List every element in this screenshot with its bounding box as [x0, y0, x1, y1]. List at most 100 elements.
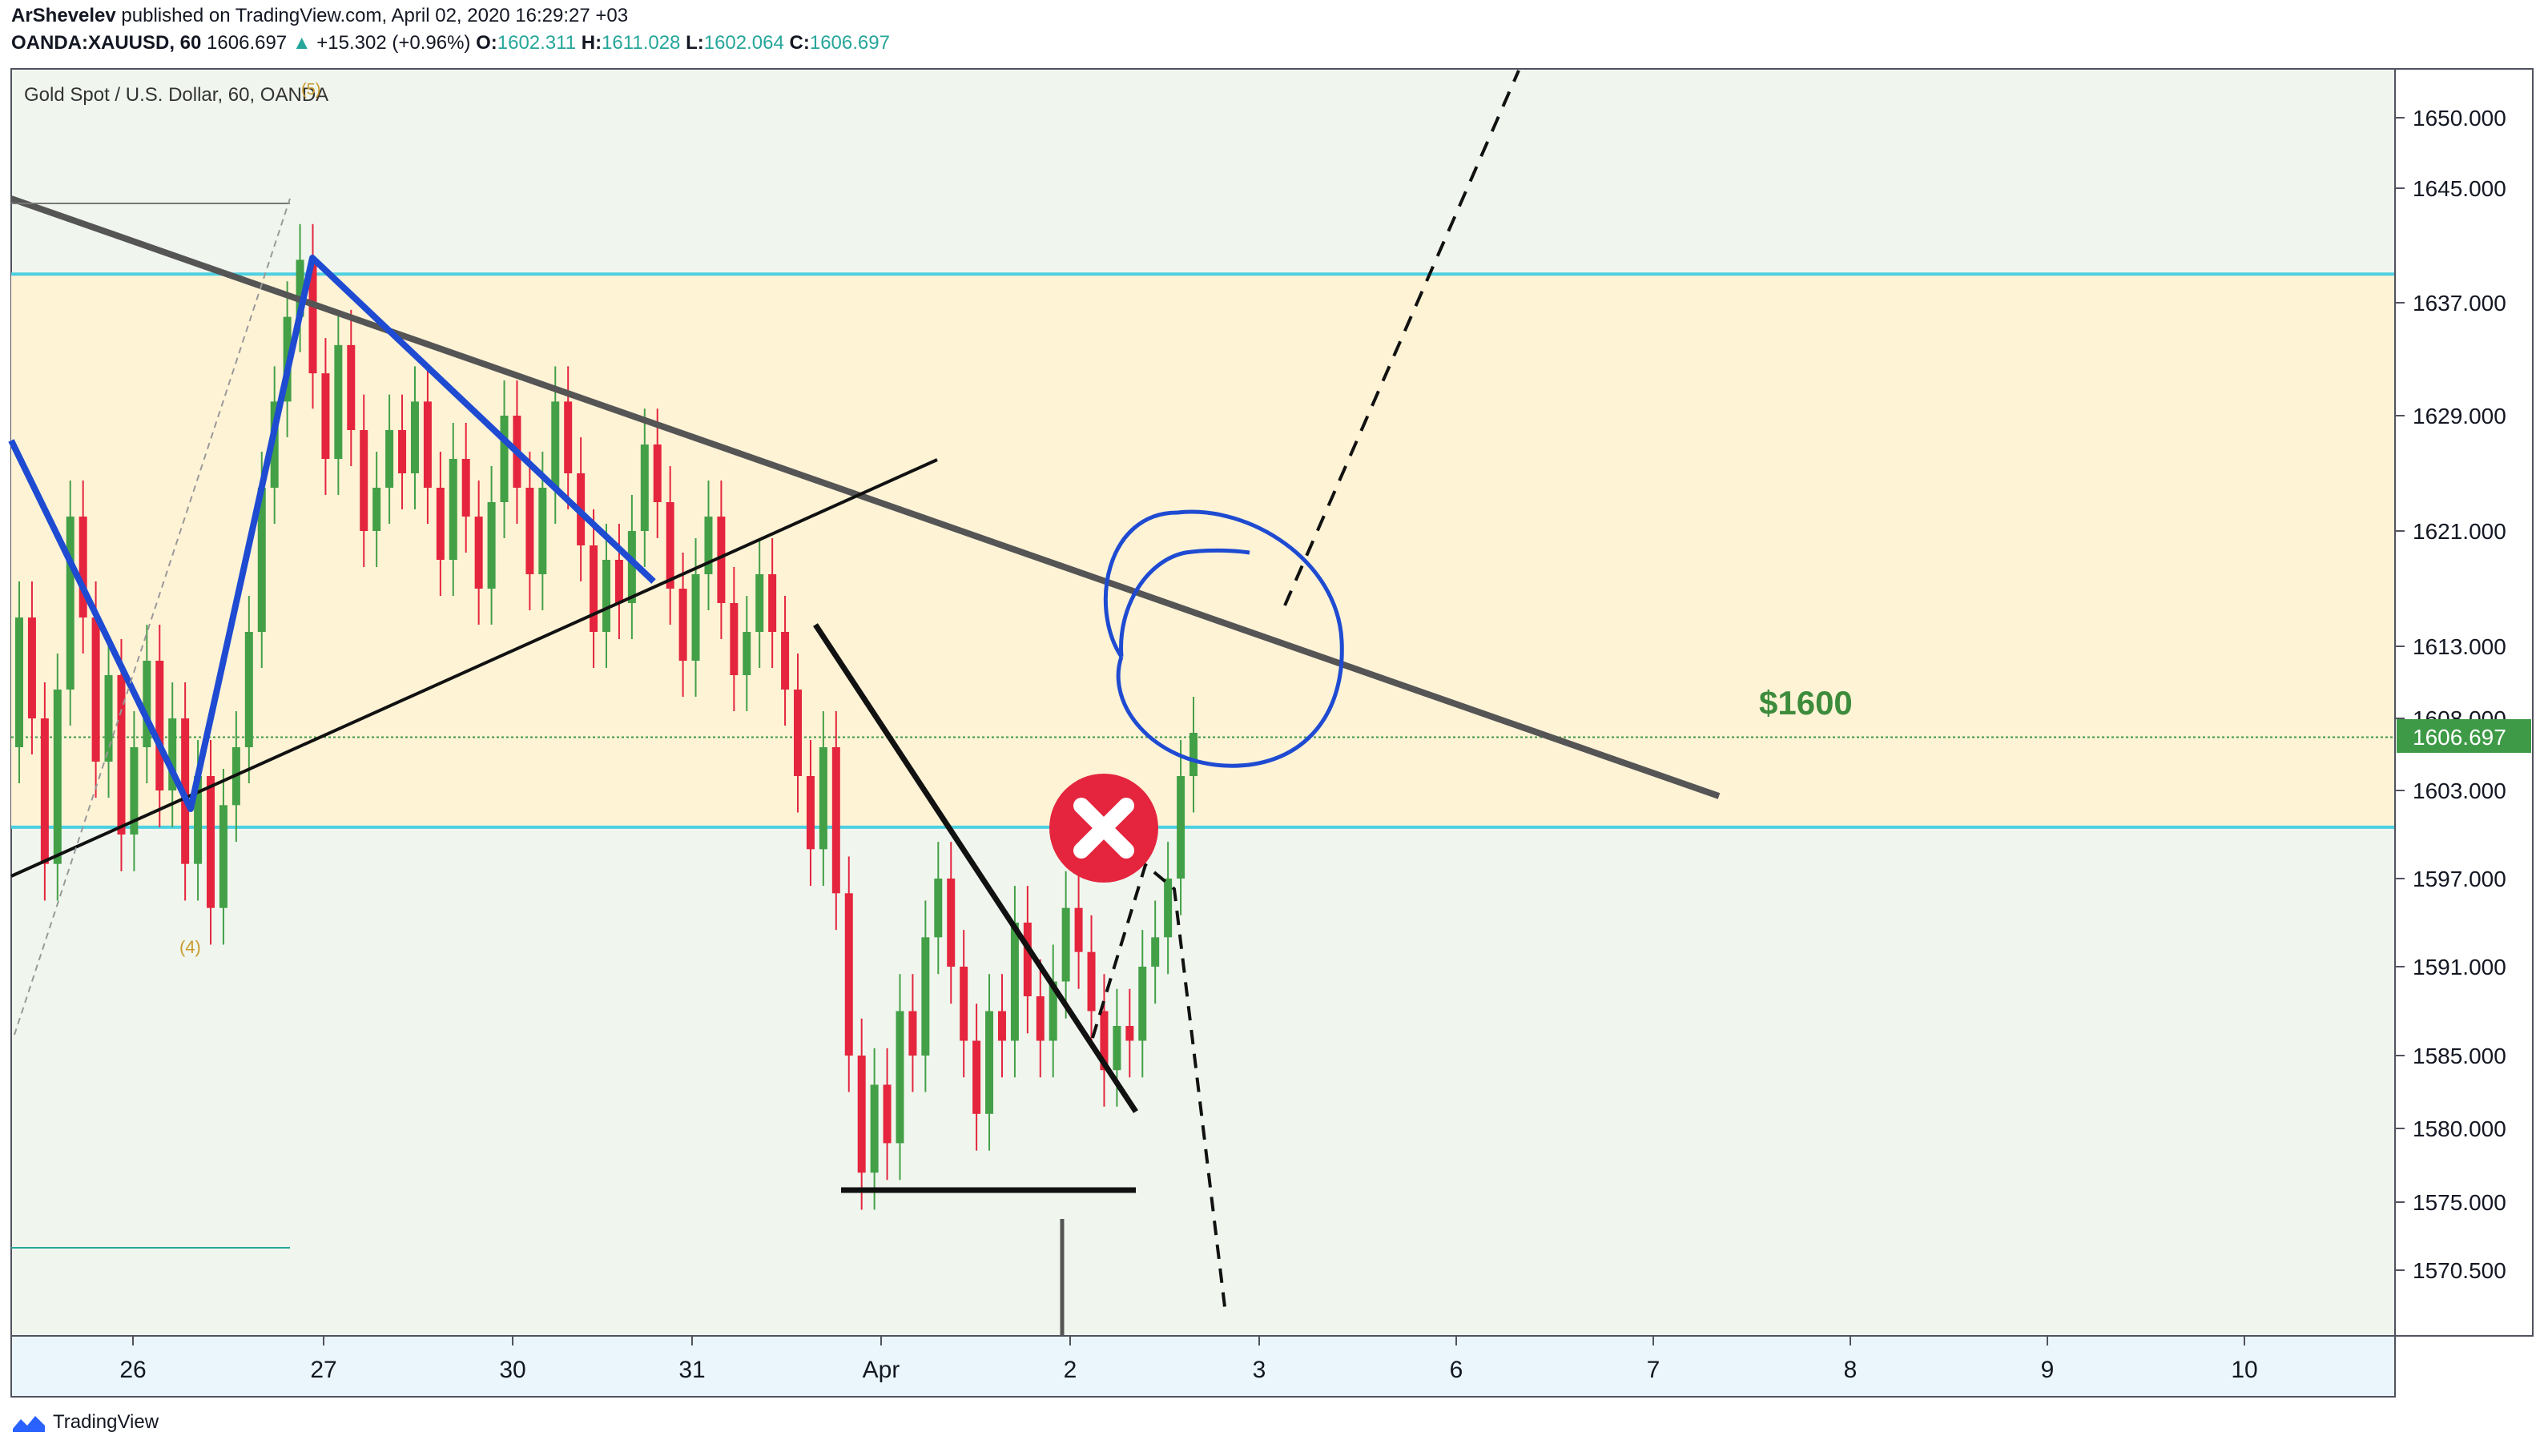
candle-body	[525, 488, 534, 574]
price-tick-label: 1645.000	[2413, 176, 2506, 201]
candle-body	[1087, 951, 1096, 1012]
candle-body	[1100, 1011, 1109, 1071]
falling-wedge-line	[813, 623, 1138, 1113]
time-axis[interactable]	[10, 1335, 2396, 1398]
time-tick-label: 2	[1064, 1357, 1077, 1383]
candle-body	[934, 879, 943, 938]
candle-body	[653, 444, 662, 502]
candle-body	[704, 517, 713, 574]
candle-body	[614, 560, 623, 603]
candle-body	[155, 661, 164, 790]
candle-body	[627, 531, 636, 603]
candle-body	[1061, 907, 1070, 982]
candle-body	[997, 1011, 1006, 1041]
price-tick-label: 1570.500	[2413, 1258, 2506, 1283]
tradingview-logo-icon	[13, 1416, 45, 1432]
footer-brand[interactable]: TradingView	[11, 1411, 159, 1434]
candle-body	[15, 617, 23, 747]
candle-body	[244, 632, 253, 747]
candle-body	[755, 574, 764, 632]
price-axis[interactable]	[2394, 68, 2534, 1337]
candle-body	[436, 488, 445, 560]
candle-body	[66, 517, 74, 690]
last-price-tag	[2397, 719, 2531, 753]
candle-body	[461, 459, 470, 517]
price-tick-label: 1621.000	[2413, 519, 2506, 544]
low-label: L:	[686, 32, 704, 54]
candle-body	[449, 459, 457, 560]
open-label: O:	[476, 32, 497, 54]
candle-body	[423, 401, 432, 488]
candle-body	[666, 502, 674, 589]
candle-body	[896, 1011, 904, 1144]
chart-legend-title: Gold Spot / U.S. Dollar, 60, OANDA	[24, 84, 328, 106]
price-tick-label: 1575.000	[2413, 1190, 2506, 1215]
candle-body	[717, 517, 726, 603]
candle-body	[360, 430, 368, 531]
candle-body	[91, 617, 100, 762]
time-tick-label: 26	[119, 1357, 146, 1383]
candle-body	[602, 560, 610, 632]
candle-body	[768, 574, 777, 632]
candle-body	[270, 401, 279, 488]
candle-body	[806, 776, 815, 850]
time-tick-label: Apr	[863, 1357, 900, 1383]
time-tick-label: 30	[499, 1357, 525, 1383]
price-tick-label: 1637.000	[2413, 291, 2506, 316]
wave-label-4: (4)	[179, 937, 201, 957]
time-tick-label: 10	[2231, 1357, 2257, 1383]
candle-body	[219, 805, 227, 908]
candle-body	[908, 1011, 917, 1056]
candle-body	[870, 1084, 879, 1173]
time-tick-label: 6	[1450, 1357, 1463, 1383]
cross-mark-icon	[1049, 774, 1158, 883]
circle-highlight-tail	[1119, 548, 1250, 658]
candle-body	[78, 517, 87, 617]
candle-body	[474, 517, 483, 589]
time-tick-label: 9	[2041, 1357, 2055, 1383]
candle-body	[1010, 923, 1019, 1041]
close-value: 1606.697	[809, 32, 890, 54]
candle-body	[844, 893, 853, 1056]
high-label: H:	[581, 32, 602, 54]
price-tick-label: 1580.000	[2413, 1116, 2506, 1141]
symbol-label: OANDA:XAUUSD, 60	[11, 32, 202, 54]
candle-body	[1036, 996, 1045, 1041]
dashed-projection	[1283, 70, 1520, 606]
candle-body	[691, 574, 700, 661]
candle-body	[143, 661, 151, 747]
time-axis-labels: 26 27 30 31 Apr 2 3 6 7 8 9 10	[119, 1336, 2258, 1383]
candle-body	[831, 747, 840, 894]
candle-body	[985, 1011, 994, 1114]
publish-info: ArShevelev published on TradingView.com,…	[11, 5, 628, 27]
candle-body	[1164, 879, 1173, 938]
open-value: 1602.311	[497, 32, 577, 54]
footer-brand-text: TradingView	[53, 1411, 159, 1433]
candle-body	[1023, 923, 1032, 996]
ohlc-row: OANDA:XAUUSD, 60 1606.697 ▲ +15.302 (+0.…	[11, 32, 890, 54]
author-name[interactable]: ArShevelev	[11, 5, 116, 26]
wave-dashed-line	[14, 198, 291, 1036]
candle-body	[410, 401, 419, 473]
candle-body	[538, 488, 547, 574]
candle-body	[117, 675, 126, 835]
candle-body	[1189, 733, 1198, 776]
candle-body	[640, 444, 649, 531]
candle-body	[40, 718, 49, 864]
candle-body	[334, 344, 343, 459]
candles-group	[15, 223, 1198, 1210]
candle-body	[781, 632, 790, 690]
price-annotation: $1600	[1759, 684, 1853, 722]
time-tick-label: 27	[310, 1357, 336, 1383]
wave-label-5: (5)	[301, 81, 320, 99]
candle-body	[794, 690, 803, 776]
candle-body	[1125, 1026, 1134, 1041]
last-price-tag-label: 1606.697	[2413, 725, 2506, 750]
low-value: 1602.064	[703, 32, 784, 54]
time-tick-label: 31	[678, 1357, 705, 1383]
candle-body	[1113, 1026, 1121, 1071]
candle-body	[947, 879, 956, 967]
candle-body	[27, 617, 36, 718]
time-tick-label: 3	[1253, 1357, 1266, 1383]
